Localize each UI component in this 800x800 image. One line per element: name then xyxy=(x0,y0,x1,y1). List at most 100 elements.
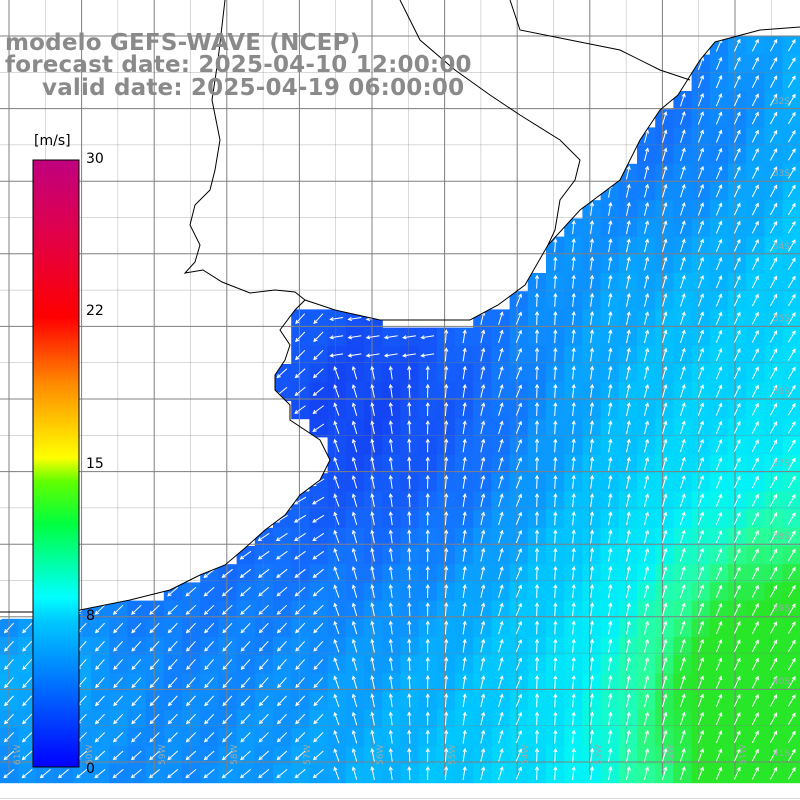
wind-arrow-icon xyxy=(425,529,430,544)
wind-arrow-icon xyxy=(480,747,486,762)
wind-arrow-icon xyxy=(480,766,486,780)
wind-arrow-icon xyxy=(388,584,393,598)
wind-arrow-icon xyxy=(347,353,362,358)
wind-arrow-icon xyxy=(644,256,650,271)
wind-arrow-icon xyxy=(680,511,686,526)
wind-arrow-icon xyxy=(257,532,270,542)
wind-arrow-icon xyxy=(333,529,340,544)
wind-arrow-icon xyxy=(553,765,558,781)
wind-arrow-icon xyxy=(662,311,668,325)
wind-arrow-icon xyxy=(388,420,393,435)
wind-arrow-icon xyxy=(329,316,344,322)
wind-arrow-icon xyxy=(462,529,467,544)
wind-arrow-icon xyxy=(388,729,393,744)
wind-arrow-icon xyxy=(275,550,288,560)
wind-arrow-icon xyxy=(715,275,723,289)
wind-arrow-icon xyxy=(388,474,393,489)
wind-arrow-icon xyxy=(276,695,287,707)
wind-arrow-icon xyxy=(589,383,595,398)
wind-arrow-icon xyxy=(534,329,540,344)
wind-arrow-icon xyxy=(388,402,393,416)
wind-arrow-icon xyxy=(313,622,324,634)
wind-arrow-icon xyxy=(608,638,613,653)
wind-arrow-icon xyxy=(697,438,704,453)
wind-arrow-icon xyxy=(515,693,522,707)
wind-arrow-icon xyxy=(697,184,704,198)
wind-arrow-icon xyxy=(462,365,467,380)
wind-arrow-icon xyxy=(276,368,288,379)
wind-arrow-icon xyxy=(553,529,558,544)
wind-arrow-icon xyxy=(769,639,778,653)
wind-arrow-icon xyxy=(370,693,375,708)
wind-arrow-icon xyxy=(571,620,576,635)
wind-arrow-icon xyxy=(167,713,178,725)
wind-arrow-icon xyxy=(626,383,631,398)
wind-arrow-icon xyxy=(534,292,540,307)
wind-arrow-icon xyxy=(715,730,723,744)
wind-arrow-icon xyxy=(203,586,215,597)
wind-arrow-icon xyxy=(94,604,106,615)
wind-arrow-icon xyxy=(312,386,324,397)
wind-arrow-icon xyxy=(715,311,723,325)
wind-arrow-icon xyxy=(444,329,449,344)
wind-arrow-icon xyxy=(662,711,668,726)
wind-arrow-icon xyxy=(347,316,362,322)
wind-arrow-icon xyxy=(769,402,778,416)
wind-arrow-icon xyxy=(644,511,650,526)
wind-arrow-icon xyxy=(407,638,412,653)
wind-arrow-icon xyxy=(697,74,704,89)
wind-arrow-icon xyxy=(553,656,558,671)
wind-arrow-icon xyxy=(407,401,412,417)
wind-arrow-icon xyxy=(333,366,340,380)
wind-arrow-icon xyxy=(167,604,178,615)
wind-arrow-icon xyxy=(95,659,105,670)
wind-arrow-icon xyxy=(462,766,467,780)
wind-arrow-icon xyxy=(462,329,467,344)
wind-arrow-icon xyxy=(662,547,668,562)
wind-arrow-icon xyxy=(662,675,668,689)
wind-arrow-icon xyxy=(313,349,324,361)
wind-arrow-icon xyxy=(662,438,668,453)
lat-label: 41S xyxy=(773,749,790,759)
wind-arrow-icon xyxy=(644,493,650,507)
wind-arrow-icon xyxy=(444,620,449,635)
wind-arrow-icon xyxy=(751,93,759,107)
wind-arrow-icon xyxy=(589,474,595,489)
wind-arrow-icon xyxy=(589,329,595,344)
wind-arrow-icon xyxy=(480,420,486,435)
wind-arrow-icon xyxy=(222,695,233,707)
wind-arrow-icon xyxy=(95,677,105,689)
wind-arrow-icon xyxy=(462,693,467,708)
wind-arrow-icon xyxy=(626,456,631,471)
wind-arrow-icon xyxy=(626,693,631,708)
wind-arrow-icon xyxy=(444,711,449,726)
wind-arrow-icon xyxy=(149,677,160,689)
wind-arrow-icon xyxy=(534,747,540,762)
wind-arrow-icon xyxy=(444,365,449,380)
wind-arrow-icon xyxy=(697,366,704,380)
wind-arrow-icon xyxy=(240,586,251,597)
wind-arrow-icon xyxy=(295,313,306,325)
wind-arrow-icon xyxy=(644,165,650,180)
wind-arrow-icon xyxy=(751,602,759,616)
wind-arrow-icon xyxy=(425,674,430,690)
wind-arrow-icon xyxy=(608,347,613,362)
wind-arrow-icon xyxy=(644,675,650,689)
colorbar-tick-15: 15 xyxy=(86,456,104,472)
wind-arrow-icon xyxy=(276,750,288,761)
wind-arrow-icon xyxy=(571,711,576,726)
wind-arrow-icon xyxy=(608,729,613,744)
wind-arrow-icon xyxy=(258,640,269,652)
wind-arrow-icon xyxy=(351,511,358,526)
wind-arrow-icon xyxy=(425,365,430,380)
wind-arrow-icon xyxy=(733,111,741,125)
wind-arrow-icon xyxy=(515,675,522,689)
wind-arrow-icon xyxy=(697,602,704,616)
wind-arrow-icon xyxy=(680,675,686,689)
wind-arrow-icon xyxy=(697,766,704,780)
wind-arrow-icon xyxy=(751,238,759,252)
wind-arrow-icon xyxy=(589,766,595,780)
wind-arrow-icon xyxy=(662,566,668,580)
wind-arrow-icon xyxy=(571,656,576,671)
wind-arrow-icon xyxy=(370,420,375,435)
